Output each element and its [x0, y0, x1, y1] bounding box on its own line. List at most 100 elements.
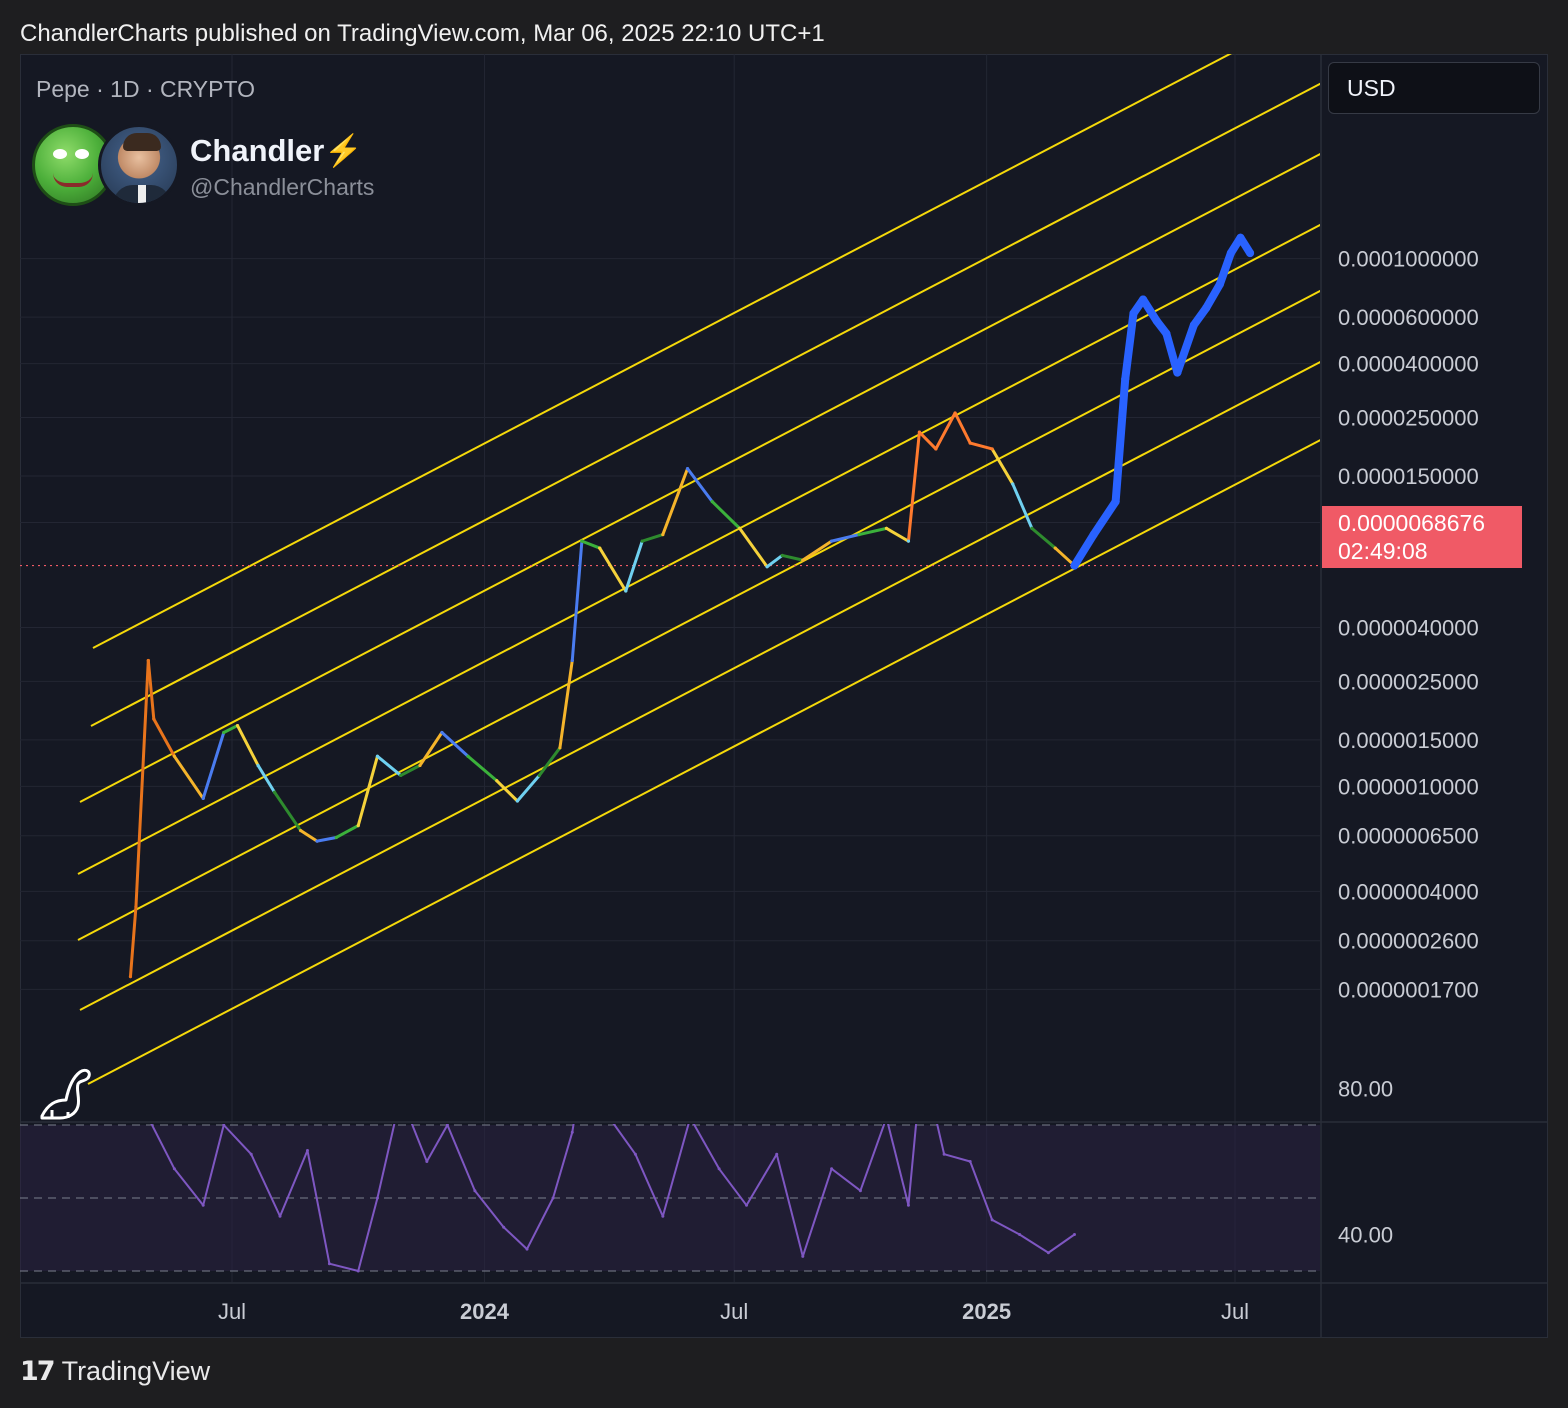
time-axis-labels[interactable]: Jul 2024 Jul 2025 Jul — [218, 1299, 1249, 1324]
rsi-segment — [943, 1153, 971, 1163]
projection-segment — [1111, 374, 1130, 506]
time-tick-label: Jul — [1221, 1299, 1249, 1324]
rsi-segment — [150, 1124, 176, 1170]
price-point — [495, 779, 499, 783]
rsi-segment — [586, 1045, 609, 1118]
tradingview-footer[interactable]: 𝟭𝟳 TradingView — [20, 1356, 210, 1387]
channel-line — [92, 54, 1233, 649]
projection-point — [1139, 295, 1148, 304]
rsi-segment — [202, 1124, 225, 1206]
price-point — [1053, 546, 1057, 550]
rsi-segment — [775, 1153, 804, 1257]
tradingview-logo-icon: 𝟭𝟳 — [20, 1356, 56, 1386]
rsi-point — [305, 1149, 309, 1153]
rsi-segment — [718, 1168, 748, 1206]
price-point — [917, 430, 922, 434]
projection-point — [1236, 233, 1245, 242]
last-price-tag: 0.0000068676 02:49:08 — [1322, 506, 1522, 568]
price-tick-label: 0.0000600000 — [1338, 305, 1479, 330]
rsi-segment — [571, 1124, 575, 1133]
price-tick-label: 0.0000015000 — [1338, 728, 1479, 753]
projection-point — [1089, 530, 1098, 539]
price-segment — [884, 526, 910, 543]
price-segment — [1053, 546, 1076, 568]
price-segment — [830, 533, 861, 543]
price-segment — [399, 763, 422, 777]
rsi-segment — [692, 1124, 720, 1170]
price-segment — [440, 730, 470, 758]
rsi-point — [585, 1043, 588, 1046]
price-segment — [537, 746, 562, 777]
price-point — [857, 532, 861, 537]
price-segment — [857, 526, 888, 537]
rsi-point — [1018, 1233, 1022, 1236]
price-point — [661, 532, 665, 537]
projection-point — [1111, 497, 1120, 506]
rsi-segment — [859, 1124, 886, 1192]
rsi-point — [689, 1116, 692, 1119]
rsi-point — [551, 1196, 555, 1200]
price-segment — [466, 754, 499, 783]
rsi-segment — [661, 1124, 690, 1217]
price-segment — [990, 447, 1015, 486]
rsi-segment — [887, 1124, 910, 1206]
rsi-segment — [474, 1190, 505, 1228]
price-axis-labels[interactable]: 0.0001000000 0.0000600000 0.0000400000 0.00… — [1338, 247, 1479, 1003]
publish-header: ChandlerCharts published on TradingView.… — [20, 20, 825, 47]
channel-line — [90, 82, 1320, 727]
rsi-point — [278, 1214, 282, 1218]
rsi-point — [608, 1116, 611, 1119]
price-tick-label: 0.0000004000 — [1338, 879, 1479, 904]
rsi-segment — [969, 1161, 994, 1221]
rsi-segment — [936, 1124, 946, 1155]
price-point — [134, 905, 138, 909]
price-segment — [134, 658, 150, 909]
rsi-segment — [612, 1124, 637, 1155]
rsi-point — [222, 1124, 226, 1127]
time-tick-label: 2024 — [460, 1299, 510, 1324]
symbol-info[interactable]: Pepe · 1D · CRYPTO — [36, 76, 256, 102]
price-point — [685, 467, 690, 471]
rsi-segment — [250, 1153, 281, 1217]
rsi-point — [201, 1203, 205, 1207]
rsi-segment — [329, 1262, 359, 1272]
rsi-point — [249, 1152, 253, 1156]
projection-point — [1189, 321, 1198, 330]
author-name-text: Chandler — [190, 133, 325, 168]
last-price-value: 0.0000068676 — [1338, 510, 1486, 536]
price-chart[interactable]: 0.0001000000 0.0000600000 0.0000400000 0.00… — [20, 54, 1548, 1338]
rsi-point — [942, 1152, 946, 1156]
price-point — [570, 658, 574, 663]
rsi-segment — [830, 1168, 862, 1192]
price-tick-label: 0.0000002600 — [1338, 929, 1479, 954]
rsi-point — [921, 1058, 924, 1061]
rsi-segment — [634, 1153, 664, 1217]
rsi-point — [425, 1160, 429, 1163]
rsi-point — [445, 1124, 449, 1127]
currency-button[interactable]: USD — [1328, 62, 1540, 114]
rsi-point — [375, 1196, 379, 1200]
price-segment — [273, 790, 303, 833]
rsi-segment — [745, 1153, 778, 1206]
price-segment — [299, 829, 319, 843]
rsi-segment — [376, 1124, 396, 1199]
price-segment — [661, 467, 690, 537]
price-point — [934, 447, 938, 451]
price-point — [537, 773, 541, 778]
rsi-point — [990, 1218, 994, 1222]
rsi-tick-label: 80.00 — [1338, 1077, 1393, 1102]
rsi-point — [172, 1167, 176, 1171]
price-segment — [765, 553, 784, 569]
projection-segment — [1121, 309, 1138, 383]
rsi-point — [129, 1040, 132, 1043]
price-tick-label: 0.0000040000 — [1338, 615, 1479, 640]
price-segment — [1030, 526, 1057, 550]
price-point — [299, 828, 303, 833]
price-segment — [686, 467, 714, 504]
projection-segment — [1202, 280, 1224, 313]
price-segment — [356, 754, 379, 828]
price-point — [375, 754, 380, 758]
price-tick-label: 0.0001000000 — [1338, 247, 1479, 272]
price-point — [801, 558, 805, 562]
price-segment — [598, 546, 628, 593]
